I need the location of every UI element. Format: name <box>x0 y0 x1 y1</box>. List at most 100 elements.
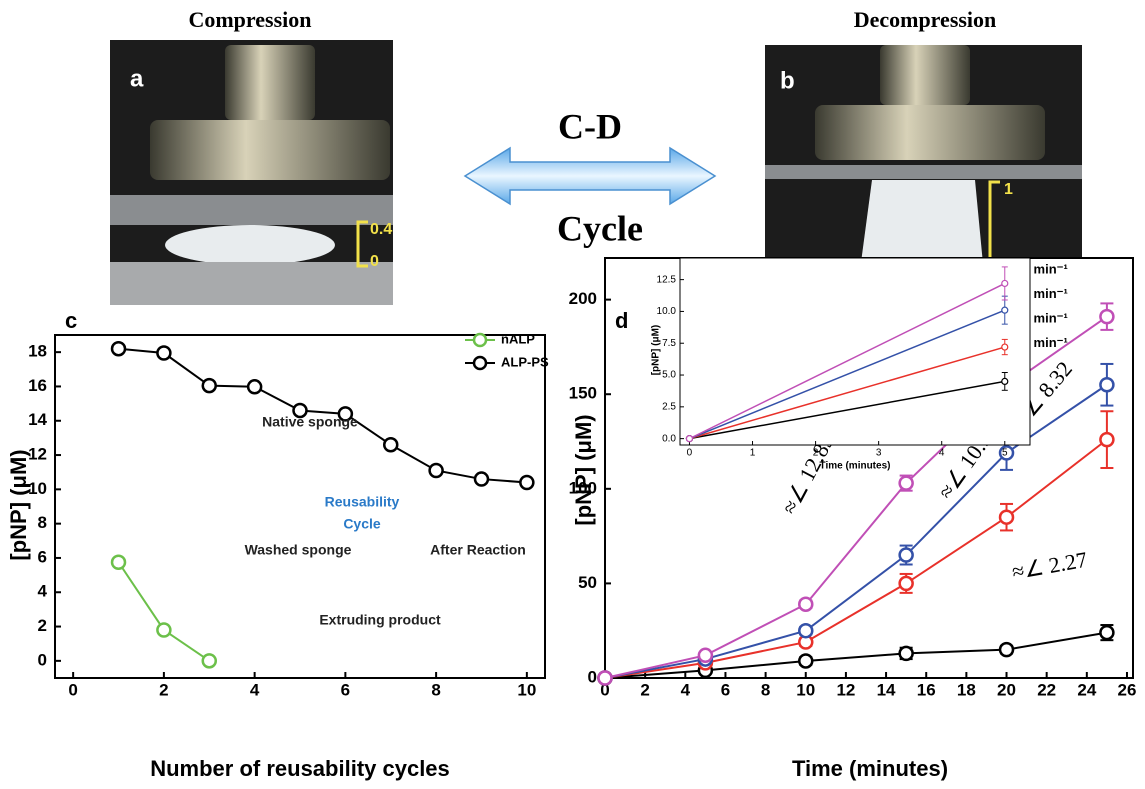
photo-a <box>110 40 393 305</box>
x-axis-label: Time (minutes) <box>792 756 948 781</box>
y-tick-label: 14 <box>28 410 47 429</box>
y-tick-label: 2 <box>38 616 47 635</box>
data-point <box>1099 308 1115 325</box>
data-point <box>201 377 218 394</box>
y-tick-label: 12 <box>28 445 47 464</box>
x-tick-label: 8 <box>761 680 770 699</box>
data-point <box>337 406 354 422</box>
y-tick-label: 200 <box>569 289 597 308</box>
y-tick-label: 5.0 <box>662 370 676 381</box>
legend-label: ALP-PS <box>501 354 549 369</box>
data-point <box>898 547 914 563</box>
y-tick-label: 0 <box>38 650 47 669</box>
x-tick-label: 4 <box>939 448 945 459</box>
legend-marker <box>472 332 488 348</box>
y-tick-label: 0 <box>588 667 597 686</box>
data-point <box>246 379 263 395</box>
x-tick-label: 22 <box>1037 680 1056 699</box>
x-tick-label: 2 <box>640 680 649 699</box>
data-point <box>110 554 127 570</box>
x-tick-label: 2 <box>159 680 168 699</box>
cycle-label: Cycle <box>343 516 381 532</box>
data-point <box>1001 306 1009 314</box>
x-tick-label: 10 <box>796 680 815 699</box>
scale-label: 0.4 <box>370 221 392 238</box>
data-point <box>428 462 444 479</box>
x-tick-label: 0 <box>687 448 693 459</box>
panel-label: a <box>130 65 144 92</box>
x-tick-label: 26 <box>1118 680 1137 699</box>
x-tick-label: 16 <box>917 680 936 699</box>
data-point <box>156 622 172 638</box>
data-point <box>1001 343 1009 351</box>
y-tick-label: 16 <box>28 376 47 395</box>
x-tick-label: 0 <box>68 680 77 699</box>
data-point <box>798 622 814 639</box>
series-line <box>689 309 1006 440</box>
scale-label: 1 <box>1004 181 1013 198</box>
double-arrow <box>463 146 717 206</box>
scale-label: 0 <box>370 253 379 270</box>
y-tick-label: 50 <box>578 573 597 592</box>
y-tick-label: 7.5 <box>662 338 676 349</box>
data-point <box>473 471 490 487</box>
legend-marker <box>472 355 488 371</box>
arrow-label: C-D <box>558 106 622 146</box>
legend-label: nALP <box>501 331 535 346</box>
series-line <box>604 631 1108 679</box>
data-point <box>898 575 914 592</box>
series-line <box>604 438 1108 679</box>
y-tick-label: 12.5 <box>657 274 677 285</box>
cycle-label: Reusability <box>325 494 400 510</box>
x-tick-label: 1 <box>750 448 756 459</box>
x-tick-label: 8 <box>431 680 440 699</box>
y-axis-label: [pNP] (μM) <box>651 325 662 376</box>
x-tick-label: 24 <box>1077 680 1096 699</box>
x-tick-label: 6 <box>721 680 730 699</box>
inset-frame <box>679 257 1031 446</box>
x-tick-label: 20 <box>997 680 1016 699</box>
data-point <box>998 445 1015 461</box>
data-point <box>898 645 914 662</box>
data-point <box>201 653 218 669</box>
data-point <box>597 670 613 686</box>
cycle-label: Native sponge <box>262 414 358 430</box>
y-axis-label: [pNP] (μM) <box>571 414 596 525</box>
y-tick-label: 2.5 <box>662 401 676 412</box>
y-tick-label: 4 <box>38 582 48 601</box>
x-tick-label: 6 <box>341 680 350 699</box>
series-line <box>689 380 1005 440</box>
data-point <box>382 437 399 453</box>
data-point <box>998 509 1015 525</box>
cycle-label: Extruding product <box>319 612 441 628</box>
y-tick-label: 10 <box>28 479 47 498</box>
y-tick-label: 150 <box>569 384 597 403</box>
data-point <box>1001 279 1009 288</box>
y-tick-label: 0.0 <box>662 433 676 444</box>
x-axis-label: Time (minutes) <box>820 461 891 472</box>
y-axis-label: [pNP] (μM) <box>6 449 31 560</box>
photo-title: Compression <box>188 7 311 32</box>
arrow-label: Cycle <box>557 208 643 248</box>
data-point <box>998 641 1015 658</box>
x-tick-label: 4 <box>681 680 691 699</box>
data-point <box>697 647 714 664</box>
x-tick-label: 18 <box>957 680 976 699</box>
x-axis-label: Number of reusability cycles <box>150 756 450 781</box>
data-point <box>1001 377 1009 385</box>
y-tick-label: 100 <box>569 478 597 497</box>
series-line <box>118 347 527 484</box>
panel-label: d <box>615 308 628 333</box>
cycle-label: After Reaction <box>430 542 526 558</box>
data-point <box>798 653 814 669</box>
series-line <box>689 346 1005 440</box>
x-tick-label: 2 <box>813 448 819 459</box>
y-tick-label: 10.0 <box>657 306 677 317</box>
data-point <box>110 340 127 357</box>
data-point <box>1099 377 1115 393</box>
data-point <box>1099 624 1115 641</box>
series-line <box>689 282 1006 440</box>
data-point <box>1099 431 1115 448</box>
data-point <box>292 402 308 419</box>
